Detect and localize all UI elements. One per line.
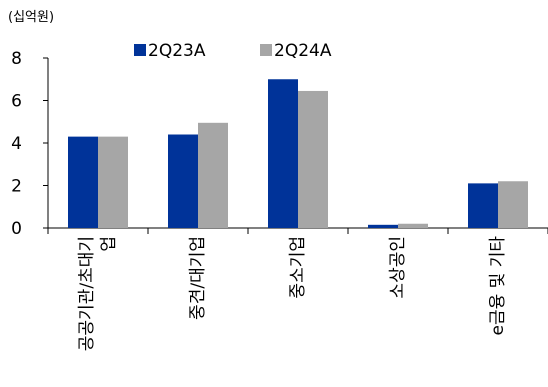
legend-swatch-2Q23A	[134, 44, 146, 56]
unit-label: (십억원)	[8, 10, 55, 25]
x-category-label-line: 중소기업	[288, 236, 308, 299]
legend-label-2Q24A: 2Q24A	[274, 41, 332, 61]
bar-2Q23A-1	[168, 134, 198, 228]
bar-2Q23A-2	[268, 79, 298, 228]
y-tick-label: 2	[11, 177, 22, 197]
y-tick-label: 8	[11, 49, 22, 69]
x-category-label-line: 소상공인	[388, 236, 408, 299]
legend-label-2Q23A: 2Q23A	[148, 41, 206, 61]
legend-swatch-2Q24A	[260, 44, 272, 56]
x-category-label: 소상공인	[388, 236, 408, 299]
bar-2Q24A-2	[298, 90, 328, 228]
x-category-label: 중견/대기업	[188, 236, 208, 320]
bar-2Q23A-0	[68, 136, 98, 228]
bar-2Q23A-3	[368, 224, 398, 228]
x-category-label-line: 중견/대기업	[188, 236, 208, 320]
x-category-label: 공공기관/초대기 업	[77, 236, 119, 351]
y-tick-label: 4	[11, 134, 22, 154]
y-tick-label: 6	[11, 92, 22, 112]
bar-2Q24A-4	[498, 181, 528, 228]
y-tick-label: 0	[11, 219, 22, 239]
bar-2Q24A-1	[198, 122, 228, 228]
x-category-label-line: e금융 및 기타	[488, 236, 508, 336]
bar-2Q23A-4	[468, 183, 498, 228]
x-category-label: e금융 및 기타	[488, 236, 508, 336]
x-category-label-line: 업	[99, 236, 119, 252]
x-category-label-line: 공공기관/초대기	[77, 236, 97, 351]
x-category-label: 중소기업	[288, 236, 308, 299]
bar-2Q24A-3	[398, 223, 428, 228]
bar-2Q24A-0	[98, 136, 128, 228]
